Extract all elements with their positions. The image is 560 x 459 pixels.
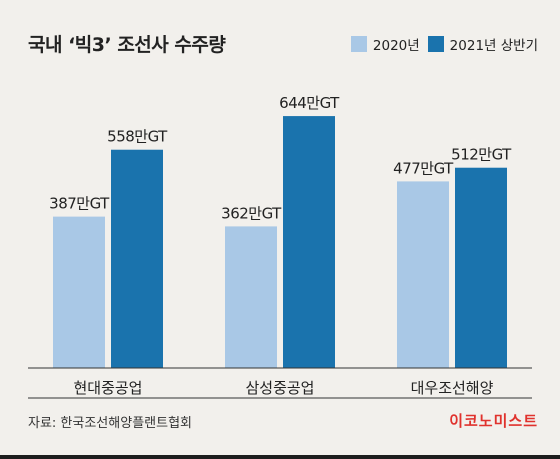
legend-item-2021h1: 2021년 상반기	[427, 34, 538, 54]
data-label: 512만GT	[451, 146, 512, 164]
bar	[111, 149, 163, 368]
category-label: 대우조선해양	[411, 379, 494, 397]
brand-logo: 이코노미스트	[449, 412, 538, 430]
category-label: 삼성중공업	[245, 379, 314, 397]
bar	[53, 216, 105, 368]
chart-title: 국내 ‘빅3’ 조선사 수주량	[28, 34, 226, 56]
data-label: 558만GT	[107, 128, 168, 146]
bar	[283, 116, 335, 368]
category-label: 현대중공업	[73, 379, 142, 397]
data-label: 477만GT	[393, 159, 454, 177]
legend-label-2021h1: 2021년 상반기	[449, 38, 538, 54]
legend-swatch-2020	[350, 36, 367, 52]
bar	[225, 226, 277, 368]
legend: 2020년 2021년 상반기	[350, 34, 538, 54]
bar	[455, 167, 507, 368]
legend-item-2020: 2020년	[350, 34, 420, 54]
legend-swatch-2021h1	[427, 36, 444, 52]
legend-label-2020: 2020년	[372, 38, 420, 54]
data-label: 644만GT	[279, 94, 340, 112]
bar	[397, 181, 449, 368]
data-label: 387만GT	[49, 195, 110, 213]
data-label: 362만GT	[221, 204, 282, 222]
source-note: 자료: 한국조선해양플랜트협회	[28, 416, 192, 431]
bottom-rule	[0, 455, 560, 459]
